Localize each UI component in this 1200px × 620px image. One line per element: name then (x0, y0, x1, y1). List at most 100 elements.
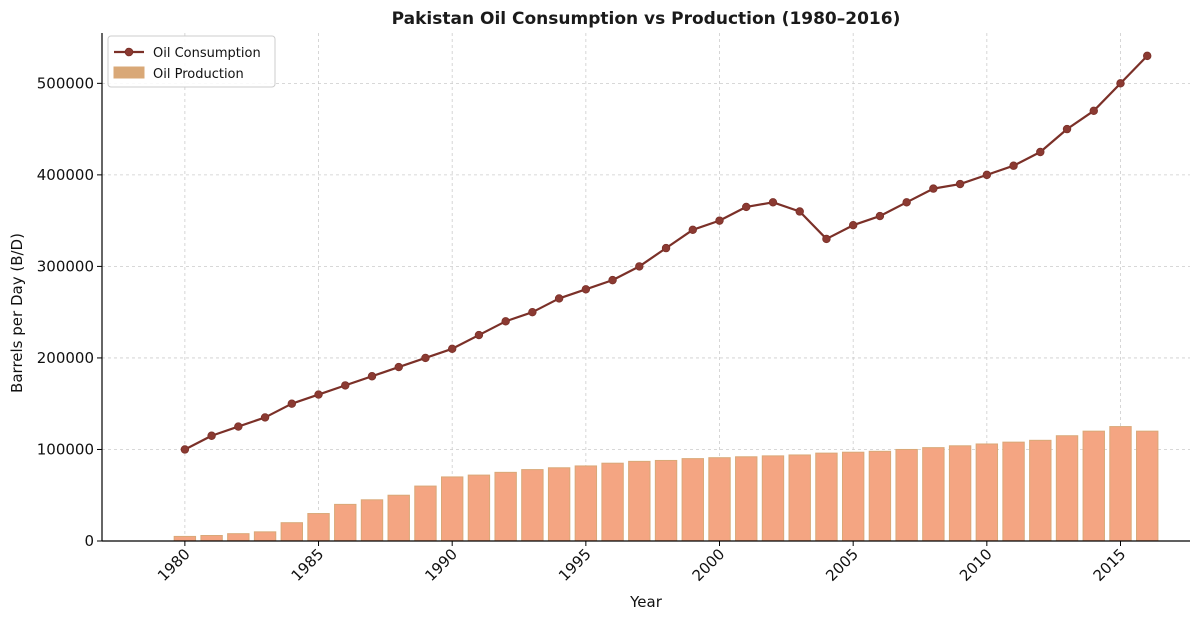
legend-label-oil-production: Oil Production (153, 67, 244, 82)
consumption-marker (474, 330, 484, 340)
production-bar (173, 535, 197, 542)
production-bar (948, 445, 972, 542)
production-bar (681, 458, 704, 542)
production-bar (601, 462, 624, 542)
y-axis-label: Barrels per Day (B/D) (8, 233, 26, 393)
production-bar (868, 450, 892, 542)
production-bar (761, 455, 785, 542)
consumption-marker (742, 202, 751, 212)
production-bar (1029, 439, 1052, 542)
production-bar (521, 469, 544, 542)
legend: Oil Consumption Oil Production (107, 35, 276, 88)
production-bar (895, 448, 918, 542)
consumption-marker (1062, 124, 1072, 134)
production-bar (200, 535, 223, 542)
production-bar (387, 494, 410, 542)
production-bar (280, 522, 303, 542)
consumption-marker (848, 221, 858, 230)
production-bar (708, 457, 731, 542)
consumption-marker (287, 399, 296, 408)
consumption-marker (795, 207, 804, 216)
production-bar (922, 447, 945, 542)
consumption-marker (314, 390, 323, 399)
consumption-marker (554, 294, 564, 303)
x-tick-label: 1995 (555, 545, 595, 585)
y-tick-label: 400000 (37, 166, 94, 184)
production-bar (841, 451, 865, 542)
consumption-marker (1009, 161, 1018, 170)
production-bar (253, 531, 277, 542)
consumption-marker (421, 353, 430, 363)
consumption-marker (688, 225, 697, 234)
production-bar (1082, 430, 1105, 542)
consumption-marker (715, 216, 724, 225)
y-axis-ticks: 0 100000 200000 300000 400000 500000 (37, 74, 102, 550)
production-bar (494, 471, 517, 542)
production-bar (975, 443, 999, 542)
production-bar (547, 467, 571, 542)
consumption-marker (234, 422, 243, 431)
axes (101, 33, 1190, 542)
production-bar (1136, 430, 1159, 542)
consumption-marker (581, 285, 591, 294)
consumption-marker (1116, 79, 1125, 88)
x-tick-label: 2000 (689, 545, 729, 585)
production-bar (360, 499, 384, 542)
x-tick-label: 1980 (154, 545, 194, 585)
consumption-marker (180, 445, 190, 454)
consumption-marker (875, 211, 885, 221)
y-tick-label: 0 (84, 532, 94, 550)
consumption-marker (501, 317, 510, 326)
consumption-marker (528, 307, 537, 317)
consumption-marker (768, 198, 778, 207)
consumption-marker (341, 381, 350, 390)
x-tick-label: 1985 (288, 545, 328, 585)
legend-item-oil-production: Oil Production (113, 66, 244, 82)
production-bar (467, 474, 491, 542)
x-axis-label: Year (629, 593, 663, 611)
consumption-marker (1036, 147, 1045, 157)
consumption-marker (260, 413, 270, 422)
production-bar (654, 459, 678, 542)
x-axis-ticks: 1980 1985 1990 1995 2000 2005 2010 2015 (154, 541, 1129, 585)
legend-frame (107, 35, 276, 88)
legend-label-oil-consumption: Oil Consumption (153, 46, 261, 61)
x-tick-label: 2005 (822, 545, 862, 585)
consumption-marker (447, 344, 457, 353)
consumption-marker (207, 431, 216, 440)
production-bar (788, 454, 811, 542)
production-bar (414, 485, 437, 542)
consumption-marker (955, 179, 965, 189)
production-bar (735, 456, 758, 542)
consumption-marker (1143, 51, 1152, 61)
consumption-marker (608, 275, 617, 285)
x-tick-label: 1990 (421, 545, 461, 585)
bar-series-oil-production (173, 426, 1159, 542)
consumption-line (184, 55, 1149, 451)
consumption-marker (635, 262, 644, 271)
line-series-oil-consumption (180, 51, 1152, 454)
legend-marker-swatch (124, 47, 134, 57)
production-bar (574, 465, 598, 542)
consumption-marker (367, 372, 377, 381)
consumption-marker (929, 184, 938, 193)
legend-bar-swatch (113, 66, 145, 79)
y-tick-label: 300000 (37, 257, 94, 275)
consumption-marker (822, 234, 831, 244)
production-bar (440, 476, 464, 542)
consumption-marker (1089, 106, 1098, 116)
y-tick-label: 200000 (37, 349, 94, 367)
consumption-marker (982, 170, 992, 180)
production-bar (815, 452, 838, 542)
production-bar (227, 533, 250, 542)
x-tick-label: 2015 (1090, 545, 1130, 585)
legend-item-oil-consumption: Oil Consumption (114, 46, 261, 61)
production-bar (307, 513, 330, 542)
production-bar (1055, 435, 1079, 542)
y-tick-label: 100000 (37, 440, 94, 458)
production-bar (628, 460, 651, 542)
y-tick-label: 500000 (37, 74, 94, 92)
x-tick-label: 2010 (956, 545, 996, 585)
consumption-marker (661, 243, 671, 253)
